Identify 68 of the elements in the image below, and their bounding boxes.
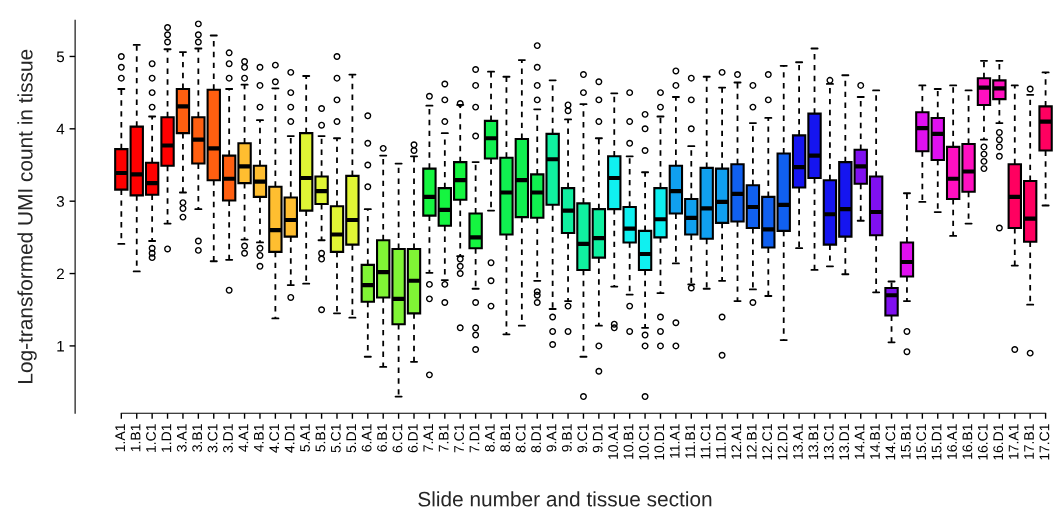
x-tick-label: 12.D1: [777, 424, 788, 460]
y-tick-label: 2: [56, 268, 64, 280]
x-tick-label: 11.C1: [700, 424, 711, 459]
x-tick-label: 4.A1: [238, 424, 249, 452]
x-tick-label: 8.B1: [500, 424, 511, 452]
x-tick-label: 1.A1: [115, 424, 125, 452]
x-tick-label: 13.A1: [793, 424, 803, 459]
x-tick-label: 16.C1: [977, 424, 988, 460]
x-tick-label: 9.D1: [592, 424, 603, 453]
x-tick-label: 5.D1: [346, 424, 357, 453]
x-tick-label: 1.C1: [146, 424, 156, 452]
x-tick-label: 10.C1: [638, 424, 649, 460]
y-tick-label: 3: [56, 196, 65, 207]
x-tick-label: 10.A1: [608, 424, 618, 459]
x-tick-label: 4.C1: [269, 424, 280, 453]
x-tick-label: 13.B1: [808, 424, 819, 459]
x-tick-label: 8.A1: [484, 424, 495, 452]
x-tick-label: 3.A1: [176, 424, 187, 452]
y-tick-label: 1: [57, 340, 64, 352]
x-tick-label: 17.A1: [1008, 424, 1019, 459]
x-tick-label: 12.C1: [762, 424, 773, 460]
x-tick-label: 6.B1: [377, 424, 387, 452]
x-tick-label: 7.C1: [454, 424, 464, 453]
x-tick-label: 15.C1: [916, 424, 927, 460]
x-tick-label: 13.C1: [823, 424, 834, 460]
x-tick-label: 10.D1: [654, 424, 665, 460]
x-tick-label: 8.D1: [531, 424, 541, 453]
x-axis-title: Slide number and tissue section: [418, 491, 712, 507]
x-tick-label: 11.A1: [669, 424, 680, 458]
x-tick-label: 16.D1: [993, 424, 1004, 460]
x-tick-label: 12.A1: [731, 424, 742, 459]
x-tick-label: 4.D1: [284, 424, 295, 453]
x-tick-label: 5.C1: [330, 424, 341, 453]
x-tick-label: 9.C1: [577, 424, 588, 453]
x-tick-label: 14.A1: [854, 424, 865, 459]
x-tick-label: 8.C1: [515, 424, 526, 453]
x-tick-label: 9.A1: [546, 424, 557, 452]
x-tick-label: 7.A1: [423, 424, 434, 452]
x-tick-label: 5.A1: [300, 424, 310, 452]
x-tick-label: 16.B1: [962, 424, 973, 459]
x-tick-label: 7.B1: [438, 424, 449, 452]
x-tick-label: 6.A1: [361, 424, 372, 452]
x-tick-label: 3.D1: [223, 424, 233, 453]
x-tick-label: 10.B1: [623, 424, 634, 459]
x-tick-label: 11.B1: [685, 424, 695, 458]
x-tick-label: 14.B1: [870, 424, 880, 459]
x-tick-label: 9.B1: [561, 424, 572, 452]
x-tick-label: 3.C1: [207, 424, 218, 453]
y-tick-label: 4: [56, 123, 65, 135]
x-tick-label: 14.C1: [885, 424, 896, 460]
x-tick-label: 16.A1: [947, 424, 957, 459]
x-tick-label: 6.D1: [407, 424, 418, 453]
x-tick-label: 12.B1: [746, 424, 757, 459]
x-tick-label: 15.B1: [900, 424, 911, 459]
x-tick-label: 1.B1: [130, 424, 141, 452]
x-tick-label: 1.D1: [161, 424, 172, 452]
x-tick-label: 7.D1: [469, 424, 480, 453]
y-tick-label: 5: [56, 51, 65, 63]
x-tick-label: 15.D1: [931, 424, 942, 460]
x-tick-label: 3.B1: [192, 424, 203, 452]
x-tick-label: 11.D1: [716, 424, 726, 459]
y-axis-title: Log-transformed UMI count in tissue: [17, 49, 37, 383]
x-tick-label: 13.D1: [839, 424, 850, 460]
x-tick-label: 5.B1: [315, 424, 326, 452]
x-tick-label: 4.B1: [254, 424, 264, 452]
x-tick-label: 17.B1: [1024, 424, 1034, 459]
x-tick-label: 6.C1: [392, 424, 403, 453]
x-tick-label: 17.C1: [1039, 424, 1050, 460]
